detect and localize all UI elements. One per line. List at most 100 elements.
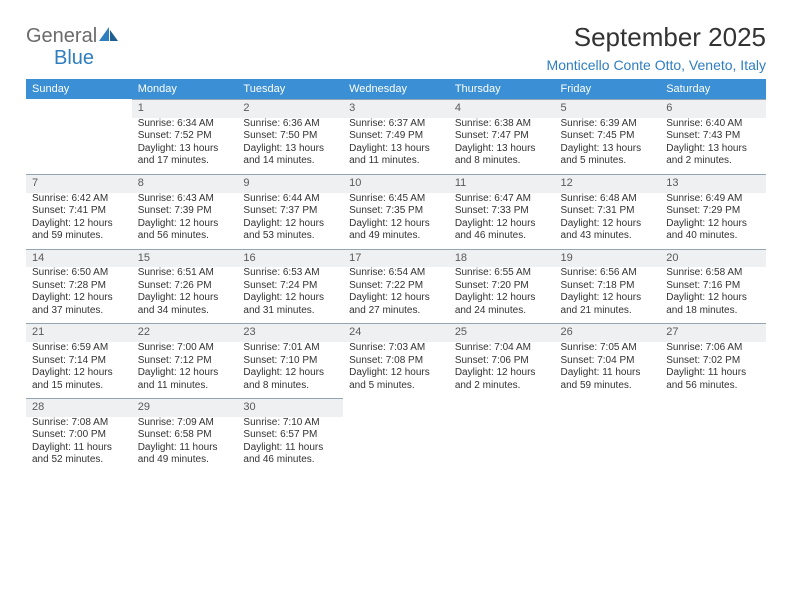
day-number: 25 [449, 323, 555, 342]
daylight-line-1: Daylight: 12 hours [243, 292, 337, 305]
daylight-line-1: Daylight: 11 hours [561, 367, 655, 380]
sunset-line: Sunset: 7:22 PM [349, 280, 443, 293]
calendar-day-cell: 15Sunrise: 6:51 AMSunset: 7:26 PMDayligh… [132, 249, 238, 324]
daylight-line-2: and 24 minutes. [455, 305, 549, 318]
sunrise-line: Sunrise: 6:56 AM [561, 267, 655, 280]
daylight-line-2: and 49 minutes. [138, 454, 232, 467]
day-number: 17 [343, 249, 449, 268]
sunrise-line: Sunrise: 7:03 AM [349, 342, 443, 355]
day-number: 20 [660, 249, 766, 268]
empty-day [343, 398, 449, 417]
calendar-day-cell: 28Sunrise: 7:08 AMSunset: 7:00 PMDayligh… [26, 398, 132, 473]
daylight-line-2: and 14 minutes. [243, 155, 337, 168]
empty-day [449, 398, 555, 417]
daylight-line-1: Daylight: 12 hours [32, 367, 126, 380]
calendar-week-row: 28Sunrise: 7:08 AMSunset: 7:00 PMDayligh… [26, 398, 766, 473]
calendar-day-cell: 27Sunrise: 7:06 AMSunset: 7:02 PMDayligh… [660, 323, 766, 398]
calendar-day-cell: 20Sunrise: 6:58 AMSunset: 7:16 PMDayligh… [660, 249, 766, 324]
day-number: 11 [449, 174, 555, 193]
day-number: 24 [343, 323, 449, 342]
daylight-line-1: Daylight: 11 hours [666, 367, 760, 380]
calendar-day-cell: 17Sunrise: 6:54 AMSunset: 7:22 PMDayligh… [343, 249, 449, 324]
sunset-line: Sunset: 7:41 PM [32, 205, 126, 218]
calendar-day-cell [555, 398, 661, 473]
calendar-day-cell: 21Sunrise: 6:59 AMSunset: 7:14 PMDayligh… [26, 323, 132, 398]
day-number: 1 [132, 99, 238, 118]
day-number: 18 [449, 249, 555, 268]
daylight-line-2: and 49 minutes. [349, 230, 443, 243]
empty-day [26, 99, 132, 118]
sunrise-line: Sunrise: 7:09 AM [138, 417, 232, 430]
sunset-line: Sunset: 7:31 PM [561, 205, 655, 218]
sunrise-line: Sunrise: 7:08 AM [32, 417, 126, 430]
calendar-day-cell: 11Sunrise: 6:47 AMSunset: 7:33 PMDayligh… [449, 174, 555, 249]
daylight-line-2: and 46 minutes. [455, 230, 549, 243]
daylight-line-2: and 56 minutes. [666, 380, 760, 393]
daylight-line-1: Daylight: 13 hours [455, 143, 549, 156]
daylight-line-1: Daylight: 11 hours [32, 442, 126, 455]
sunrise-line: Sunrise: 6:49 AM [666, 193, 760, 206]
calendar-day-cell: 18Sunrise: 6:55 AMSunset: 7:20 PMDayligh… [449, 249, 555, 324]
daylight-line-1: Daylight: 12 hours [138, 292, 232, 305]
daylight-line-2: and 59 minutes. [561, 380, 655, 393]
brand-logo: General Blue [26, 22, 119, 69]
sunrise-line: Sunrise: 6:42 AM [32, 193, 126, 206]
sunset-line: Sunset: 7:33 PM [455, 205, 549, 218]
sunset-line: Sunset: 7:12 PM [138, 355, 232, 368]
calendar-week-row: 7Sunrise: 6:42 AMSunset: 7:41 PMDaylight… [26, 174, 766, 249]
calendar-day-cell: 16Sunrise: 6:53 AMSunset: 7:24 PMDayligh… [237, 249, 343, 324]
sunset-line: Sunset: 7:00 PM [32, 429, 126, 442]
daylight-line-2: and 34 minutes. [138, 305, 232, 318]
weekday-header: Friday [555, 79, 661, 99]
sunrise-line: Sunrise: 6:40 AM [666, 118, 760, 131]
calendar-day-cell: 9Sunrise: 6:44 AMSunset: 7:37 PMDaylight… [237, 174, 343, 249]
day-number: 10 [343, 174, 449, 193]
daylight-line-1: Daylight: 12 hours [243, 218, 337, 231]
daylight-line-2: and 11 minutes. [138, 380, 232, 393]
calendar-day-cell: 13Sunrise: 6:49 AMSunset: 7:29 PMDayligh… [660, 174, 766, 249]
sunset-line: Sunset: 7:26 PM [138, 280, 232, 293]
daylight-line-1: Daylight: 12 hours [138, 367, 232, 380]
sunset-line: Sunset: 7:08 PM [349, 355, 443, 368]
weekday-header-row: SundayMondayTuesdayWednesdayThursdayFrid… [26, 79, 766, 99]
daylight-line-1: Daylight: 13 hours [666, 143, 760, 156]
calendar-week-row: 14Sunrise: 6:50 AMSunset: 7:28 PMDayligh… [26, 249, 766, 324]
calendar-day-cell: 8Sunrise: 6:43 AMSunset: 7:39 PMDaylight… [132, 174, 238, 249]
day-number: 12 [555, 174, 661, 193]
daylight-line-2: and 59 minutes. [32, 230, 126, 243]
daylight-line-2: and 5 minutes. [561, 155, 655, 168]
calendar-day-cell [449, 398, 555, 473]
sunrise-line: Sunrise: 6:58 AM [666, 267, 760, 280]
calendar-day-cell: 22Sunrise: 7:00 AMSunset: 7:12 PMDayligh… [132, 323, 238, 398]
daylight-line-2: and 2 minutes. [455, 380, 549, 393]
daylight-line-1: Daylight: 13 hours [561, 143, 655, 156]
sunset-line: Sunset: 7:47 PM [455, 130, 549, 143]
calendar-day-cell [343, 398, 449, 473]
calendar-day-cell: 29Sunrise: 7:09 AMSunset: 6:58 PMDayligh… [132, 398, 238, 473]
daylight-line-2: and 31 minutes. [243, 305, 337, 318]
daylight-line-1: Daylight: 12 hours [32, 292, 126, 305]
daylight-line-1: Daylight: 12 hours [561, 218, 655, 231]
day-number: 27 [660, 323, 766, 342]
daylight-line-1: Daylight: 12 hours [32, 218, 126, 231]
month-title: September 2025 [547, 22, 766, 55]
daylight-line-2: and 37 minutes. [32, 305, 126, 318]
sunrise-line: Sunrise: 7:01 AM [243, 342, 337, 355]
calendar-day-cell: 4Sunrise: 6:38 AMSunset: 7:47 PMDaylight… [449, 99, 555, 174]
sunset-line: Sunset: 7:24 PM [243, 280, 337, 293]
sunset-line: Sunset: 7:18 PM [561, 280, 655, 293]
day-number: 6 [660, 99, 766, 118]
daylight-line-1: Daylight: 12 hours [349, 218, 443, 231]
calendar-day-cell: 23Sunrise: 7:01 AMSunset: 7:10 PMDayligh… [237, 323, 343, 398]
weekday-header: Thursday [449, 79, 555, 99]
calendar-day-cell: 14Sunrise: 6:50 AMSunset: 7:28 PMDayligh… [26, 249, 132, 324]
sunset-line: Sunset: 6:58 PM [138, 429, 232, 442]
location: Monticello Conte Otto, Veneto, Italy [547, 57, 766, 73]
day-number: 5 [555, 99, 661, 118]
empty-day [660, 398, 766, 417]
sunrise-line: Sunrise: 6:59 AM [32, 342, 126, 355]
daylight-line-2: and 43 minutes. [561, 230, 655, 243]
weekday-header: Sunday [26, 79, 132, 99]
daylight-line-1: Daylight: 12 hours [349, 367, 443, 380]
empty-day [555, 398, 661, 417]
